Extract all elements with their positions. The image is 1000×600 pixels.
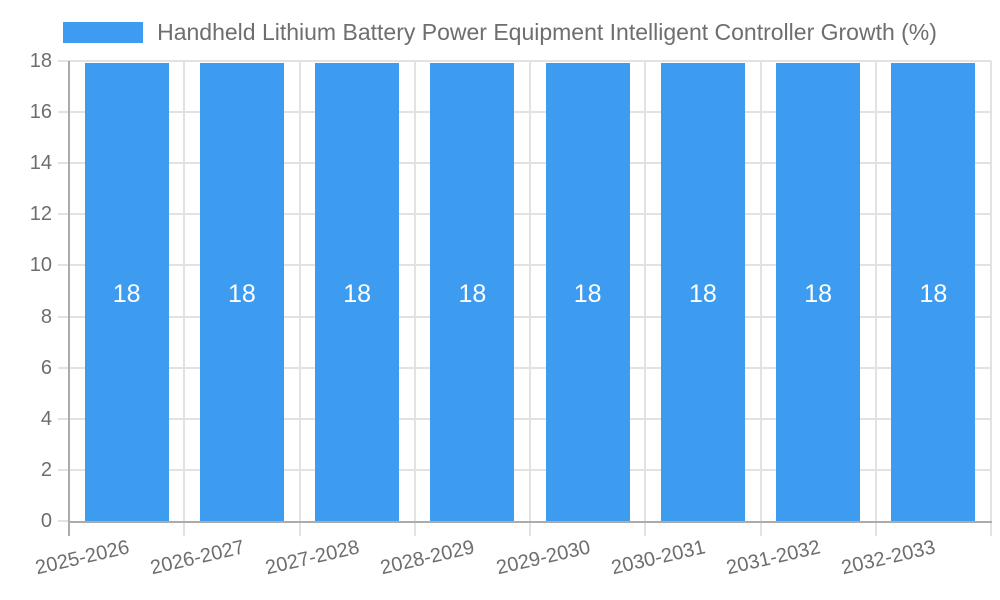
bar-value-label: 18	[688, 280, 717, 308]
y-gridline	[58, 264, 991, 267]
x-tick	[644, 521, 647, 536]
x-tick	[183, 521, 186, 536]
y-axis-tick-label: 10	[29, 254, 52, 277]
bar	[776, 63, 861, 521]
y-axis-tick-label: 6	[40, 356, 52, 379]
x-tick	[759, 521, 762, 536]
bar	[660, 63, 745, 521]
x-tick	[529, 521, 531, 536]
x-gridline	[759, 61, 762, 521]
x-gridline	[644, 61, 647, 521]
x-tick	[874, 521, 877, 536]
y-gridline	[58, 60, 991, 62]
x-axis-line	[68, 521, 992, 523]
y-axis-tick-label: 18	[29, 50, 52, 72]
x-gridline	[298, 61, 301, 521]
bar-value-label: 18	[112, 280, 141, 308]
y-gridline	[58, 213, 991, 216]
y-axis-tick-label: 4	[40, 407, 52, 430]
bar	[891, 63, 976, 521]
legend-swatch-icon	[63, 21, 144, 43]
bar-value-label: 18	[919, 280, 948, 308]
bar-value-label: 18	[458, 280, 487, 308]
y-axis-tick-label: 8	[40, 305, 52, 328]
x-gridline	[874, 61, 877, 521]
x-gridline	[183, 61, 186, 521]
y-axis-tick-label: 2	[40, 458, 52, 481]
y-gridline	[58, 162, 991, 165]
x-tick	[413, 521, 416, 536]
bar-value-label: 18	[343, 280, 372, 308]
x-gridline	[990, 61, 992, 521]
bar	[545, 63, 630, 521]
bar-value-label: 18	[227, 280, 256, 308]
bar	[199, 63, 284, 521]
bar-value-label: 18	[573, 280, 602, 308]
y-gridline	[58, 468, 991, 471]
x-gridline	[529, 61, 531, 521]
x-tick	[990, 521, 992, 536]
bar-value-label: 18	[804, 280, 833, 308]
legend-label: Handheld Lithium Battery Power Equipment…	[157, 19, 937, 45]
y-axis-tick-label: 12	[29, 203, 52, 226]
x-gridline	[413, 61, 416, 521]
chart-legend[interactable]: Handheld Lithium Battery Power Equipment…	[0, 16, 1000, 48]
y-axis-line	[68, 61, 70, 536]
y-gridline	[58, 111, 991, 114]
y-gridline	[58, 417, 991, 420]
bar	[315, 63, 400, 521]
x-tick	[298, 521, 301, 536]
y-gridline	[58, 366, 991, 369]
y-axis-tick-label: 14	[29, 152, 52, 175]
y-axis-tick-label: 0	[40, 510, 52, 532]
y-gridline	[58, 315, 991, 318]
bar	[84, 63, 169, 521]
y-tick	[58, 520, 69, 522]
bar	[430, 63, 515, 521]
y-axis-tick-label: 16	[29, 101, 52, 124]
